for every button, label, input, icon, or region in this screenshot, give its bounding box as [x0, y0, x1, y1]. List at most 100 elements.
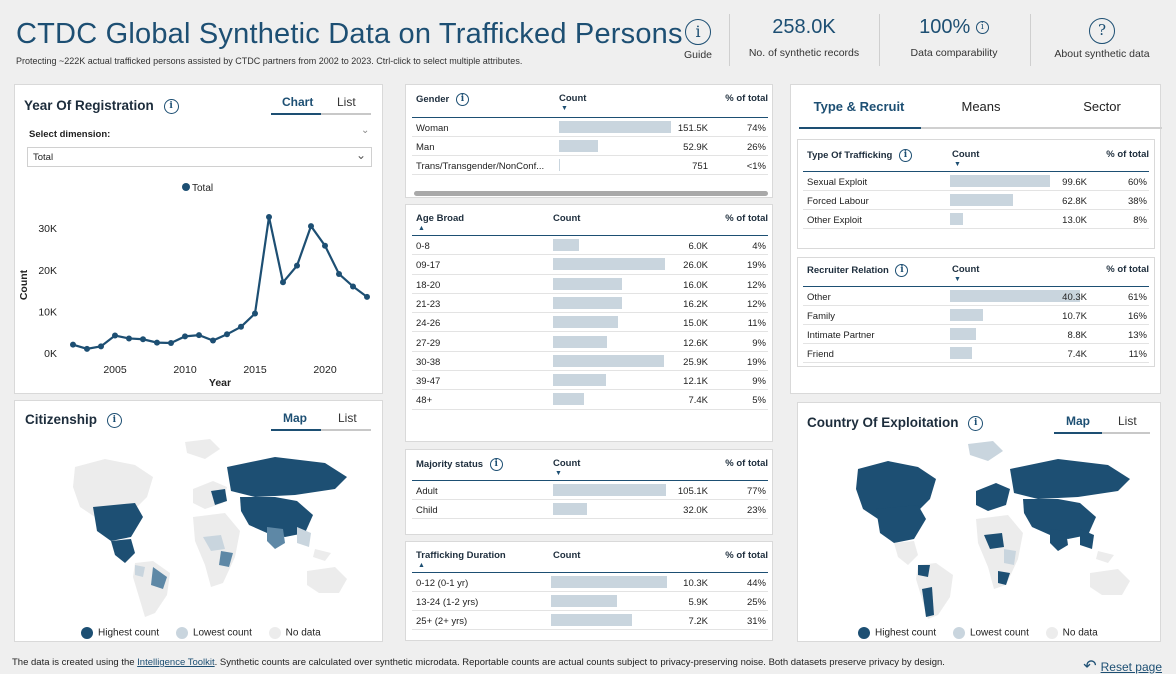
count-header[interactable]: Count [952, 149, 980, 160]
table-row[interactable]: Forced Labour 62.8K 38% [803, 191, 1149, 210]
row-bar [950, 175, 1050, 187]
map-toggle[interactable]: Map [283, 411, 307, 425]
table-row[interactable]: 30-38 25.9K 19% [412, 352, 768, 372]
toggle-indicator [271, 429, 321, 431]
row-percent: 9% [752, 376, 766, 388]
table-row[interactable]: Adult 105.1K 77% [412, 481, 768, 500]
pct-header[interactable]: % of total [1106, 264, 1149, 275]
count-header[interactable]: Count [553, 458, 581, 469]
table-row[interactable]: 0-12 (0-1 yr) 10.3K 44% [412, 573, 768, 592]
chevron-down-icon: ⌄ [355, 148, 366, 162]
exploitation-world-map[interactable] [818, 439, 1148, 621]
table-row[interactable]: Friend 7.4K 11% [803, 344, 1149, 363]
row-label: Friend [807, 349, 834, 360]
intelligence-toolkit-link[interactable]: Intelligence Toolkit [137, 657, 215, 668]
info-icon[interactable]: i [895, 264, 909, 277]
row-bar [559, 159, 560, 171]
map-south-africa [998, 571, 1010, 585]
table-row[interactable]: 24-26 15.0K 11% [412, 313, 768, 333]
table-row[interactable]: 09-17 26.0K 19% [412, 255, 768, 275]
majority-panel: Majority status i Count ▼ % of total Adu… [405, 449, 773, 535]
table-row[interactable]: 13-24 (1-2 yrs) 5.9K 25% [412, 592, 768, 611]
list-toggle[interactable]: List [338, 411, 357, 425]
row-bar [553, 484, 666, 496]
pct-header[interactable]: % of total [725, 550, 768, 561]
chart-toggle[interactable]: Chart [282, 95, 314, 109]
table-row[interactable]: Trans/Transgender/NonConf... 751 <1% [412, 156, 768, 175]
pct-header[interactable]: % of total [725, 213, 768, 224]
citizenship-world-map[interactable] [35, 437, 365, 619]
row-label: Woman [416, 123, 449, 134]
row-count: 32.0K [683, 505, 708, 516]
row-bar [559, 121, 671, 133]
row-count: 25.9K [683, 356, 708, 368]
guide-button[interactable]: i Guide [670, 12, 726, 68]
info-icon[interactable]: i [898, 149, 912, 162]
tab-means[interactable]: Means [961, 99, 1001, 114]
tab-type-recruit[interactable]: Type & Recruit [813, 99, 905, 114]
table-row[interactable]: Other 40.3K 61% [803, 287, 1149, 306]
row-percent: 11% [747, 318, 766, 330]
tab-sector[interactable]: Sector [1083, 99, 1121, 114]
count-header[interactable]: Count [559, 93, 587, 104]
info-icon[interactable]: i [163, 98, 179, 114]
legend-swatch-highest [81, 627, 93, 639]
data-point [224, 331, 230, 338]
chevron-down-icon[interactable]: ⌄ [361, 125, 370, 136]
map-greenland [185, 439, 220, 459]
row-label: 09-17 [416, 260, 441, 272]
info-icon[interactable]: i [968, 415, 984, 431]
info-icon[interactable]: i [455, 93, 469, 106]
count-header[interactable]: Count [553, 550, 581, 561]
sort-up-icon: ▲ [418, 562, 425, 569]
list-toggle[interactable]: List [337, 95, 356, 109]
table-row[interactable]: Man 52.9K 26% [412, 137, 768, 156]
pct-header[interactable]: % of total [1106, 149, 1149, 160]
table-row[interactable]: Intimate Partner 8.8K 13% [803, 325, 1149, 344]
info-icon[interactable]: i [975, 21, 989, 34]
row-count: 15.0K [683, 318, 708, 330]
table-row[interactable]: 48+ 7.4K 5% [412, 390, 768, 410]
y-tick-label: 10K [38, 306, 57, 318]
about-button[interactable]: ? About synthetic data [1036, 12, 1168, 68]
table-row[interactable]: 18-20 16.0K 12% [412, 275, 768, 294]
list-toggle[interactable]: List [1118, 414, 1137, 428]
map-greenland [968, 441, 1003, 461]
count-header[interactable]: Count [952, 264, 980, 275]
age-header[interactable]: Age Broad [416, 213, 465, 224]
map-toggle[interactable]: Map [1066, 414, 1090, 428]
row-bar [553, 239, 579, 251]
count-header[interactable]: Count [553, 213, 581, 224]
table-row[interactable]: 27-29 12.6K 9% [412, 333, 768, 352]
row-percent: 31% [746, 616, 766, 627]
dimension-dropdown[interactable]: Total ⌄ [27, 147, 372, 167]
data-point [294, 262, 300, 269]
pct-header[interactable]: % of total [725, 93, 768, 104]
info-icon[interactable]: i [489, 458, 503, 471]
info-icon[interactable]: i [106, 412, 122, 428]
table-row[interactable]: 25+ (2+ yrs) 7.2K 31% [412, 611, 768, 630]
row-percent: 5% [752, 395, 766, 407]
x-tick-label: 2020 [313, 364, 337, 376]
exploitation-panel: Country Of Exploitation i Map List Highe… [797, 402, 1161, 642]
row-bar [950, 194, 1013, 206]
header-divider [412, 235, 768, 236]
row-percent: 8% [1133, 215, 1147, 226]
table-row[interactable]: Sexual Exploit 99.6K 60% [803, 172, 1149, 191]
data-point [364, 293, 370, 300]
table-row[interactable]: 21-23 16.2K 12% [412, 294, 768, 314]
map-list-toggle: Map List [1054, 414, 1150, 436]
table-row[interactable]: Other Exploit 13.0K 8% [803, 210, 1149, 229]
reset-page-button[interactable]: ↶ Reset page [1083, 656, 1162, 674]
pct-header[interactable]: % of total [725, 458, 768, 469]
horizontal-scrollbar[interactable] [414, 191, 768, 196]
table-row[interactable]: 0-8 6.0K 4% [412, 236, 768, 256]
table-row[interactable]: Woman 151.5K 74% [412, 118, 768, 137]
table-row[interactable]: 39-47 12.1K 9% [412, 371, 768, 391]
table-row[interactable]: Child 32.0K 23% [412, 500, 768, 519]
row-bar [950, 328, 976, 340]
row-bar [950, 347, 973, 359]
row-label: 48+ [416, 395, 433, 407]
table-row[interactable]: Family 10.7K 16% [803, 306, 1149, 325]
duration-header[interactable]: Trafficking Duration [416, 550, 506, 561]
